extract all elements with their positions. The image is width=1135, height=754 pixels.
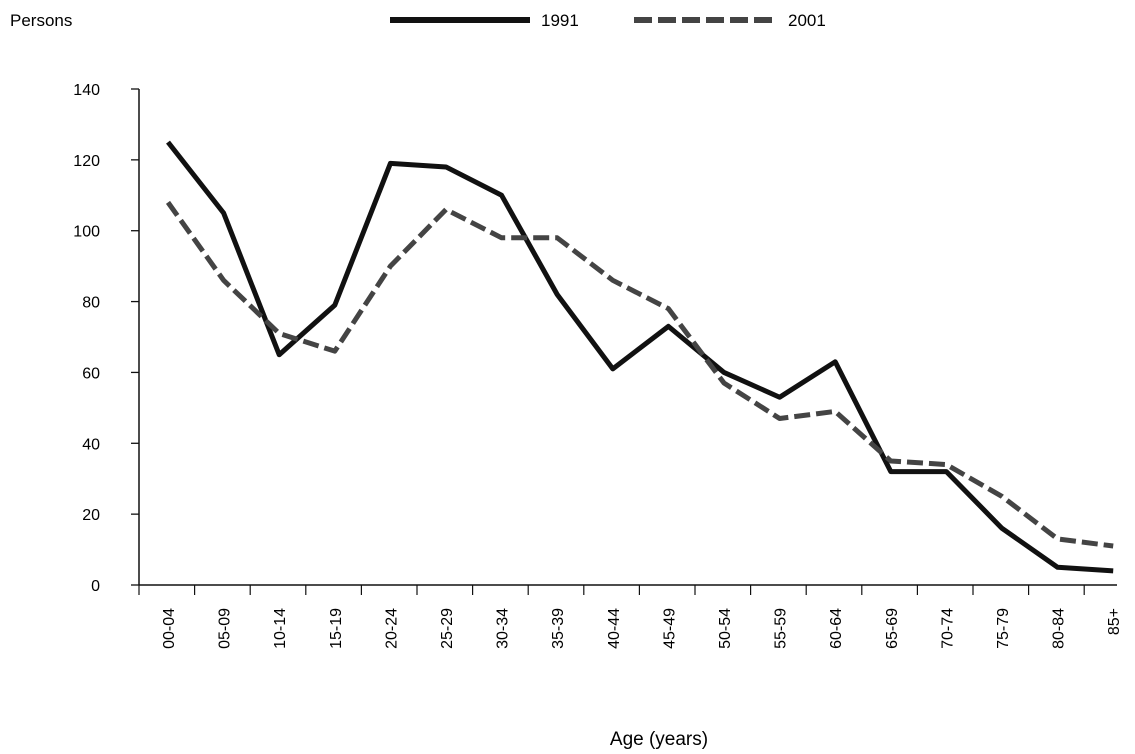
plot-lines bbox=[165, 140, 1114, 574]
y-axis-title: Persons bbox=[10, 11, 72, 30]
y-tick-label: 120 bbox=[73, 153, 100, 170]
x-tick-label: 35-39 bbox=[550, 608, 567, 649]
x-tick-label: 60-64 bbox=[828, 608, 845, 649]
x-tick-label: 20-24 bbox=[383, 608, 400, 649]
x-tick-label: 45-49 bbox=[661, 608, 678, 649]
y-tick-label: 80 bbox=[82, 295, 100, 312]
x-tick-label: 65-69 bbox=[884, 608, 901, 649]
x-tick-label: 70-74 bbox=[939, 608, 956, 649]
x-axis: 00-04 05-09 10-14 15-19 20-24 25-29 30-34 35-39… bbox=[138, 584, 1123, 649]
x-tick-label: 40-44 bbox=[606, 608, 623, 649]
legend-label-1991: 1991 bbox=[541, 11, 579, 30]
x-tick-label: 50-54 bbox=[717, 608, 734, 649]
y-tick-label: 100 bbox=[73, 224, 100, 241]
x-tick-label: 25-29 bbox=[439, 608, 456, 649]
x-tick-label: 30-34 bbox=[495, 608, 512, 649]
x-tick-label: 05-09 bbox=[217, 608, 234, 649]
y-axis: 0 20 40 60 80 100 120 140 bbox=[73, 82, 140, 595]
y-tick-label: 140 bbox=[73, 82, 100, 99]
y-tick-label: 0 bbox=[91, 578, 100, 595]
y-tick-label: 60 bbox=[82, 365, 100, 382]
x-axis-title: Age (years) bbox=[610, 729, 708, 750]
x-tick-label: 80-84 bbox=[1051, 608, 1068, 649]
x-tick-label: 00-04 bbox=[161, 608, 178, 649]
y-tick-label: 40 bbox=[82, 436, 100, 453]
series-line-1991 bbox=[166, 140, 1114, 574]
x-tick-label: 85+ bbox=[1106, 608, 1123, 635]
x-tick-label: 75-79 bbox=[995, 608, 1012, 649]
legend-label-2001: 2001 bbox=[788, 11, 826, 30]
legend: 1991 2001 bbox=[390, 11, 826, 30]
y-tick-label: 20 bbox=[82, 507, 100, 524]
series-line-2001 bbox=[165, 200, 1114, 549]
x-tick-label: 10-14 bbox=[272, 608, 289, 649]
x-tick-label: 55-59 bbox=[773, 608, 790, 649]
x-tick-label: 15-19 bbox=[328, 608, 345, 649]
